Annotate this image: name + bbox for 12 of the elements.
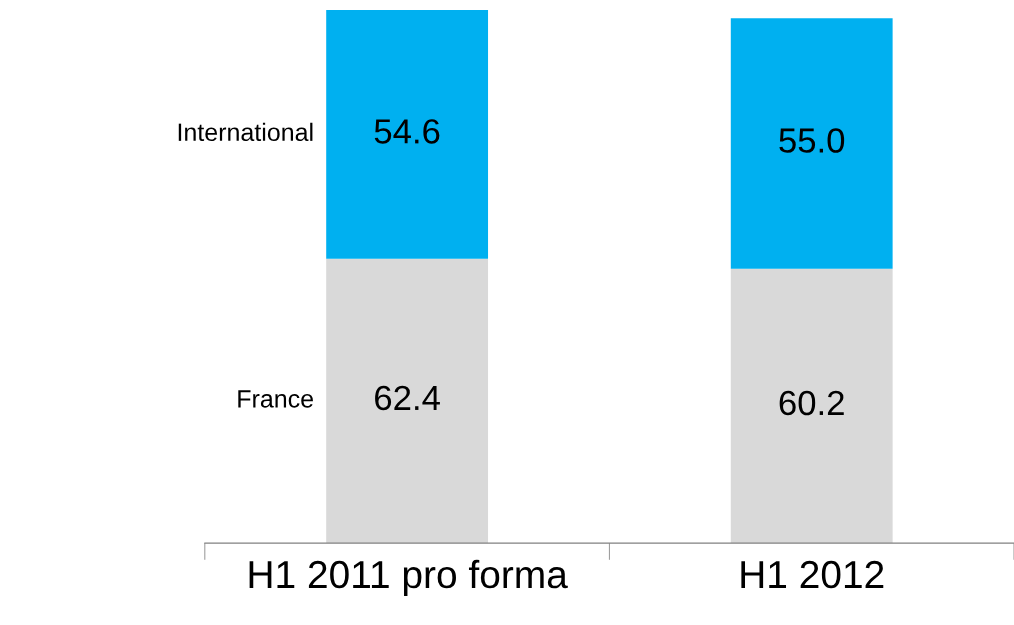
bar	[326, 10, 489, 259]
series-label: France	[238, 390, 313, 408]
data-label: 60.2	[779, 390, 844, 416]
x-tick-label: H1 2011 pro forma	[249, 559, 568, 597]
bar	[730, 18, 893, 269]
bar	[326, 258, 489, 544]
series-label: International	[178, 122, 313, 142]
data-label: 54.6	[374, 119, 440, 144]
x-tick-label: H1 2012	[741, 560, 884, 589]
data-label: 55.0	[779, 128, 845, 153]
bar	[730, 268, 893, 544]
data-label: 62.4	[375, 385, 440, 411]
